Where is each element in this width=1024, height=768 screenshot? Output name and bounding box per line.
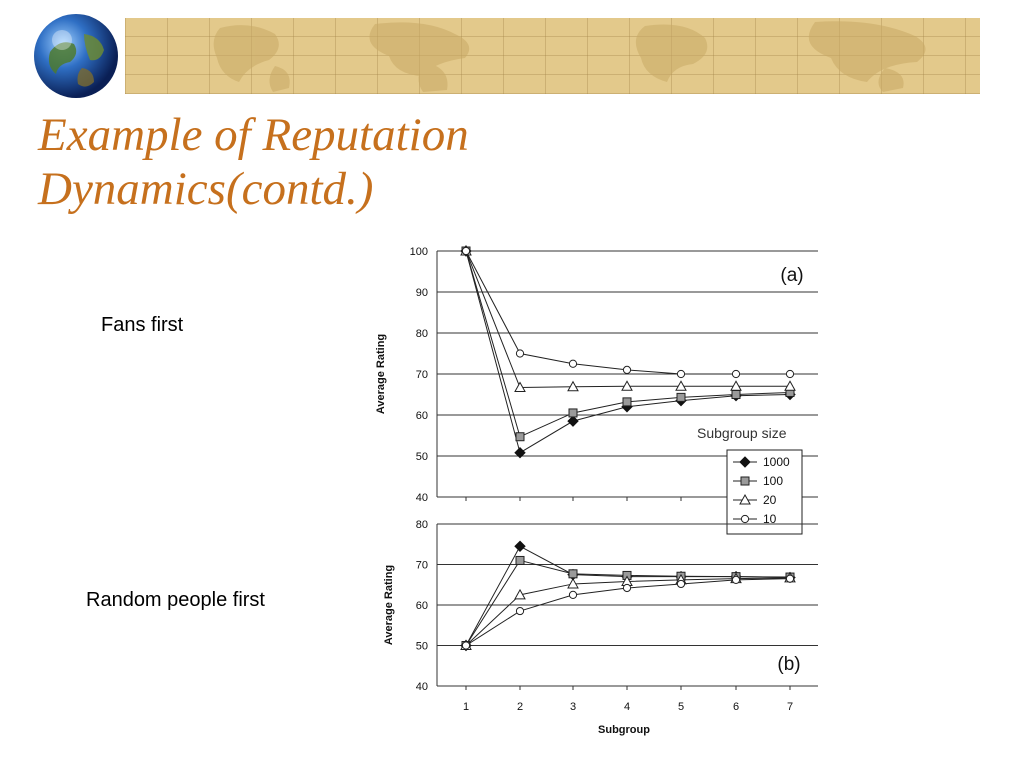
data-point <box>515 606 525 616</box>
data-point <box>515 432 525 442</box>
y-tick-label: 50 <box>416 641 428 653</box>
y-axis-title: Average Rating <box>383 565 395 645</box>
legend-marker <box>739 493 751 505</box>
data-point <box>676 579 686 589</box>
chart-panel-a: 40 50 60 70 80 90 100 Average Rating (a) Subgroup… <box>375 244 818 535</box>
data-point <box>514 381 526 393</box>
series-10 <box>461 574 795 650</box>
y-tick-label: 40 <box>416 492 428 504</box>
y-tick-label: 70 <box>416 560 428 572</box>
data-point <box>784 380 796 391</box>
y-tick-label: 80 <box>416 519 428 531</box>
data-point <box>731 575 741 584</box>
data-point <box>621 380 633 391</box>
data-point <box>568 590 578 599</box>
legend-marker <box>740 514 750 524</box>
legend-marker <box>739 456 751 468</box>
data-point <box>568 359 578 368</box>
series-line <box>465 545 791 646</box>
world-map-banner <box>125 18 980 94</box>
slide-title: Example of Reputation Dynamics(contd.) <box>38 108 658 216</box>
data-point <box>514 540 526 552</box>
y-tick-label: 100 <box>410 246 428 258</box>
legend-entry: 10 <box>763 512 777 526</box>
x-tick-label: 5 <box>678 701 684 713</box>
y-tick-label: 60 <box>416 410 428 422</box>
data-point <box>568 408 578 418</box>
x-tick-label: 6 <box>733 701 739 713</box>
data-point <box>731 390 741 399</box>
series-10 <box>461 246 795 379</box>
data-point <box>514 447 526 459</box>
y-tick-label: 70 <box>416 369 428 381</box>
panel-label: (b) <box>777 654 800 675</box>
data-point <box>515 349 525 358</box>
data-point <box>568 569 578 579</box>
y-axis-title: Average Rating <box>375 334 387 414</box>
y-tick-label: 40 <box>416 681 428 693</box>
x-tick-label: 2 <box>517 701 523 713</box>
y-tick-label: 60 <box>416 600 428 612</box>
data-point <box>515 555 525 565</box>
x-tick-label: 7 <box>787 701 793 713</box>
series-1000 <box>460 540 796 652</box>
label-random-people-first: Random people first <box>86 589 265 611</box>
slide-title-line1: Example of Reputation <box>38 109 469 161</box>
data-point <box>785 369 795 379</box>
data-point <box>675 380 687 391</box>
legend: Subgroup size 1000 100 20 10 <box>697 425 803 535</box>
data-point <box>676 369 686 379</box>
x-tick-label: 4 <box>624 701 630 713</box>
series-line <box>465 250 790 375</box>
legend-entry: 20 <box>763 493 777 507</box>
panel-label: (a) <box>780 265 803 286</box>
x-tick-label: 3 <box>570 701 576 713</box>
legend-title: Subgroup size <box>697 425 787 441</box>
data-point <box>461 246 471 256</box>
data-point <box>514 588 526 600</box>
legend-marker <box>740 476 750 486</box>
x-axis-title: Subgroup <box>598 724 650 736</box>
y-tick-label: 90 <box>416 287 428 299</box>
data-point <box>622 365 632 374</box>
y-tick-label: 50 <box>416 451 428 463</box>
legend-entry: 100 <box>763 474 783 488</box>
series-100 <box>461 246 795 442</box>
x-tick-label: 1 <box>463 701 469 713</box>
y-tick-label: 80 <box>416 328 428 340</box>
chart-panel-b: 40 50 60 70 80 Average Rating (b) 1 2 3 4 5 6 7 Subgro… <box>383 519 818 736</box>
series-line <box>465 250 791 454</box>
data-point <box>567 415 579 427</box>
slide-title-line2: Dynamics(contd.) <box>38 163 374 215</box>
legend-entry: 1000 <box>763 455 790 469</box>
data-point <box>461 641 471 650</box>
data-point <box>622 583 632 593</box>
data-point <box>567 380 579 392</box>
world-map-icon <box>213 21 926 92</box>
globe-icon <box>32 12 120 100</box>
data-point <box>622 397 632 407</box>
data-point <box>785 574 795 583</box>
data-point <box>730 380 742 391</box>
label-fans-first: Fans first <box>101 314 184 336</box>
data-point <box>731 369 741 379</box>
data-point <box>676 392 686 402</box>
data-point <box>567 577 579 589</box>
legend-box <box>726 449 803 535</box>
